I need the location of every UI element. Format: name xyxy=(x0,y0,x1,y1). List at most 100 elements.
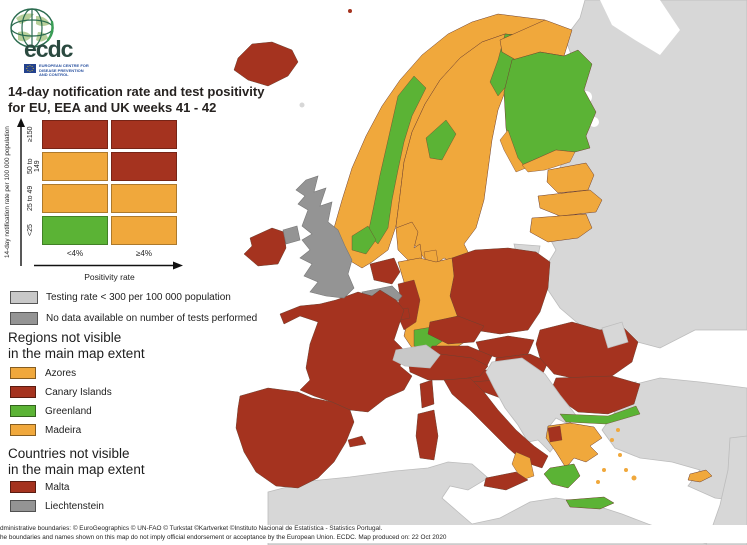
legend-madeira: Madeira xyxy=(10,424,112,436)
liechtenstein-swatch xyxy=(10,500,36,512)
matrix-cell-r3c0 xyxy=(42,216,108,245)
region-greece-north-strip xyxy=(559,405,641,425)
region-moldova xyxy=(601,321,629,349)
regions-section-heading: Regions not visible in the main map exte… xyxy=(8,330,145,361)
region-greece-northwest xyxy=(547,425,563,443)
region-france xyxy=(279,289,413,413)
region-finland xyxy=(503,49,597,166)
region-italy-peninsula xyxy=(443,377,549,469)
region-united-kingdom xyxy=(295,175,355,299)
matrix-cell-r1c0 xyxy=(42,152,108,181)
matrix-row-label-25-49: 25 to 49 xyxy=(27,185,34,212)
region-balearics xyxy=(347,435,367,448)
map-title-line2: for EU, EEA and UK weeks 41 - 42 xyxy=(8,100,217,115)
region-iceland xyxy=(233,41,299,87)
region-finland-south-coast xyxy=(521,149,576,173)
countries-section-items: Malta Liechtenstein xyxy=(10,481,104,519)
madeira-label: Madeira xyxy=(45,424,82,436)
region-levant xyxy=(705,435,747,545)
testing-rate-swatch xyxy=(10,291,38,304)
region-switzerland xyxy=(392,344,441,369)
legend-liechtenstein: Liechtenstein xyxy=(10,500,104,512)
region-iberia xyxy=(235,387,355,489)
legend-azores: Azores xyxy=(10,367,112,379)
ecdc-wordmark: ecdc xyxy=(24,36,73,62)
azores-label: Azores xyxy=(45,367,77,379)
region-jan-mayen xyxy=(348,9,352,13)
liechtenstein-label: Liechtenstein xyxy=(45,500,104,512)
no-data-label: No data available on number of tests per… xyxy=(46,313,258,324)
azores-swatch xyxy=(10,367,36,379)
white-sea xyxy=(600,0,680,55)
matrix-col-labels: <4% ≥4% xyxy=(42,249,177,258)
y-axis-arrow-icon xyxy=(17,118,25,266)
matrix-col-label-4plus: ≥4% xyxy=(136,249,152,258)
testing-rate-label: Testing rate < 300 per 100 000 populatio… xyxy=(46,292,231,303)
greenland-label: Greenland xyxy=(45,405,92,417)
matrix-row-label-150plus: ≥150 xyxy=(27,126,34,143)
attribution-line1: dministrative boundaries: © EuroGeograph… xyxy=(0,525,383,532)
region-sicily xyxy=(483,471,529,491)
region-estonia xyxy=(546,162,595,194)
region-finland-west-coast xyxy=(499,129,527,173)
matrix-row-labels: ≥150 50 to 149 25 to 49 <25 xyxy=(27,120,41,245)
madeira-swatch xyxy=(10,424,36,436)
matrix-cell-r1c1 xyxy=(111,152,177,181)
matrix-row-label-under25: <25 xyxy=(27,224,34,237)
legend-testing-rate: Testing rate < 300 per 100 000 populatio… xyxy=(10,291,231,304)
ecdc-logo: ecdc EUROPEAN CENTRE FOR DISEASE PREVENT… xyxy=(8,6,118,77)
region-northern-ireland xyxy=(282,225,301,245)
eu-flag-icon xyxy=(24,64,36,73)
region-netherlands xyxy=(369,257,401,285)
region-czechia xyxy=(427,315,485,345)
region-corsica xyxy=(419,379,435,409)
canary-islands-swatch xyxy=(10,386,36,398)
region-faroe xyxy=(299,102,305,108)
ecdc-org-name: EUROPEAN CENTRE FOR DISEASE PREVENTION A… xyxy=(39,63,89,78)
greenland-swatch xyxy=(10,405,36,417)
legend-malta: Malta xyxy=(10,481,104,493)
region-poland xyxy=(449,247,551,335)
matrix-y-axis-label: 14-day notification rate per 100 000 pop… xyxy=(4,126,11,258)
malta-swatch xyxy=(10,481,36,493)
canary-islands-label: Canary Islands xyxy=(45,386,112,398)
region-norway-south xyxy=(351,225,377,255)
ecdc-globe-icon xyxy=(10,8,54,48)
matrix-cell-r3c1 xyxy=(111,216,177,245)
legend-canary-islands: Canary Islands xyxy=(10,386,112,398)
region-sardinia xyxy=(415,409,439,461)
malta-label: Malta xyxy=(45,481,70,493)
region-crete xyxy=(565,496,615,510)
map-title: 14-day notification rate and test positi… xyxy=(8,84,264,116)
legend-no-data: No data available on number of tests per… xyxy=(10,312,257,325)
map-title-line1: 14-day notification rate and test positi… xyxy=(8,84,265,99)
region-denmark xyxy=(395,221,423,263)
matrix-col-label-under4: <4% xyxy=(66,249,84,258)
region-ireland xyxy=(243,227,287,267)
matrix-x-axis-label: Positivity rate xyxy=(84,272,135,282)
countries-section-heading: Countries not visible in the main map ex… xyxy=(8,446,145,477)
region-aegean-islands xyxy=(596,428,637,484)
region-norway-inland xyxy=(367,75,427,245)
no-data-swatch xyxy=(10,312,38,325)
regions-section-items: Azores Canary Islands Greenland Madeira xyxy=(10,367,112,443)
matrix-cells xyxy=(42,120,177,245)
region-latvia xyxy=(537,189,603,217)
region-calabria xyxy=(511,451,535,481)
region-cyprus xyxy=(687,469,713,483)
matrix-cell-r2c1 xyxy=(111,184,177,213)
region-sweden-mid xyxy=(425,119,457,161)
matrix-row-label-50-149: 50 to 149 xyxy=(27,158,41,175)
attribution-line2: he boundaries and names shown on this ma… xyxy=(0,533,447,541)
region-lithuania xyxy=(529,213,593,243)
matrix-cell-r0c0 xyxy=(42,120,108,149)
region-peloponnese xyxy=(543,463,581,489)
matrix-cell-r0c1 xyxy=(111,120,177,149)
legend-greenland: Greenland xyxy=(10,405,112,417)
x-axis-arrow-icon xyxy=(34,261,183,270)
map-attribution: dministrative boundaries: © EuroGeograph… xyxy=(0,525,747,543)
matrix-cell-r2c0 xyxy=(42,184,108,213)
matrix-legend: 14-day notification rate per 100 000 pop… xyxy=(4,116,186,288)
